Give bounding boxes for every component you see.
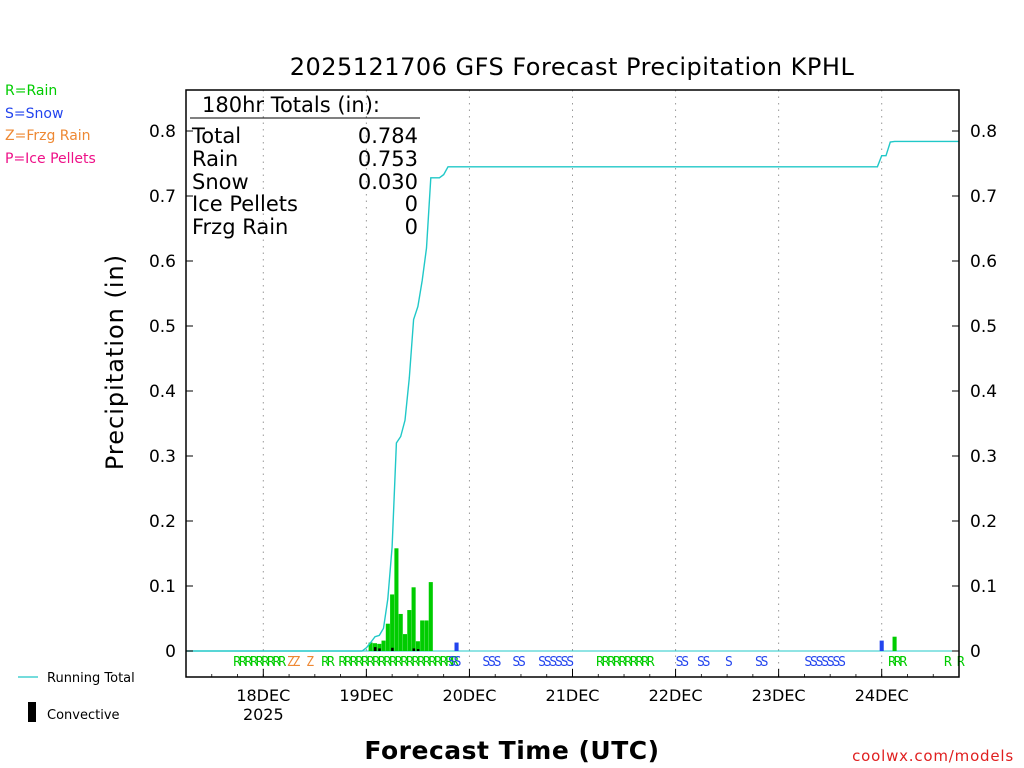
x-tick-label: 18DEC xyxy=(236,686,290,705)
totals-value-snow: 0.030 xyxy=(358,170,418,194)
x-axis-label: Forecast Time (UTC) xyxy=(364,736,659,765)
y-tick-label-left: 0.5 xyxy=(149,317,176,337)
y-tick-label-right: 0.8 xyxy=(970,122,997,142)
y-tick-label-left: 0.3 xyxy=(149,447,176,467)
totals-value-frzg-rain: 0 xyxy=(405,215,418,239)
precip-bar xyxy=(454,642,459,651)
legend-running-total: Running Total xyxy=(47,671,135,686)
ptype-letters: SS xyxy=(697,655,710,670)
precip-bar xyxy=(892,636,897,651)
totals-header: 180hr Totals (in): xyxy=(202,93,380,117)
ptype-letters: RR xyxy=(321,655,335,670)
precip-bar xyxy=(394,548,399,651)
ptype-letters: SSSSSSS xyxy=(804,655,845,670)
totals-label-snow: Snow xyxy=(192,170,249,194)
totals-label-frzg-rain: Frzg Rain xyxy=(192,215,288,239)
totals-value-rain: 0.753 xyxy=(358,147,418,171)
ptype-letters: SS xyxy=(676,655,689,670)
ptype-letters: SS xyxy=(512,655,525,670)
ptype-letters: SS xyxy=(755,655,768,670)
convective-bar xyxy=(391,647,394,651)
ptype-letters: RRRRRRRRR xyxy=(233,655,286,670)
y-tick-label-left: 0.6 xyxy=(149,252,176,272)
convective-bar xyxy=(412,648,416,651)
convective-bar xyxy=(373,647,377,651)
convective-bar xyxy=(416,649,420,651)
precip-bar xyxy=(381,640,386,651)
totals-value-ice-pellets: 0 xyxy=(405,192,418,216)
grid-layer xyxy=(186,90,959,677)
line-layer xyxy=(186,140,959,652)
precip-bar xyxy=(385,623,390,651)
legend-frzg-rain: Z=Frzg Rain xyxy=(5,128,91,144)
precip-bar xyxy=(398,613,403,651)
ptype-letters: SS xyxy=(448,655,461,670)
legend-convective: Convective xyxy=(47,708,120,723)
axis-layer: 0 00.1 0.10.2 0.20.3 0.30.4 0.40.5 0.50.6 0.60.… xyxy=(149,89,997,724)
y-tick-label-right: 0.2 xyxy=(970,512,997,532)
y-tick-label-right: 0.7 xyxy=(970,187,997,207)
precip-bar xyxy=(411,587,416,651)
legend-snow: S=Snow xyxy=(5,106,63,122)
totals-label-total: Total xyxy=(191,124,241,148)
x-tick-label: 21DEC xyxy=(546,686,600,705)
precip-bar xyxy=(424,620,429,651)
x-tick-label: 19DEC xyxy=(339,686,393,705)
ptype-letters: SSS xyxy=(482,655,500,670)
y-tick-label-right: 0.3 xyxy=(970,447,997,467)
totals-label-rain: Rain xyxy=(192,147,238,171)
running-total-line xyxy=(186,140,959,652)
convective-bar xyxy=(378,648,381,651)
precip-bar xyxy=(368,642,373,651)
totals-value-total: 0.784 xyxy=(358,124,418,148)
y-tick-label-right: 0.6 xyxy=(970,252,997,272)
ptype-letters: R xyxy=(957,655,965,670)
y-tick-label-right: 0.5 xyxy=(970,317,997,337)
y-tick-label-left: 0.2 xyxy=(149,512,176,532)
chart-title: 2025121706 GFS Forecast Precipitation KP… xyxy=(290,53,855,81)
precip-bar xyxy=(420,620,425,651)
ptype-letters: R xyxy=(944,655,952,670)
ptype-letters: SSSSSS xyxy=(538,655,573,670)
ptype-letters: RRRRRRRRRRRRRRRRRRRRR xyxy=(338,655,459,670)
totals-label-ice-pellets: Ice Pellets xyxy=(192,192,298,216)
ptype-letters: Z xyxy=(306,655,314,670)
bars-layer xyxy=(368,548,897,651)
y-tick-label-right: 0.1 xyxy=(970,577,997,597)
ptype-letters: ZZ xyxy=(287,655,301,670)
totals-box: 180hr Totals (in): Total 0.784 Rain 0.75… xyxy=(190,93,420,239)
y-tick-label-left: 0.7 xyxy=(149,187,176,207)
y-tick-label-right: 0 xyxy=(970,642,981,662)
x-tick-label: 20DEC xyxy=(442,686,496,705)
legend-ice-pellets: P=Ice Pellets xyxy=(5,151,96,167)
credit-text: coolwx.com/models xyxy=(852,747,1014,765)
precip-bar xyxy=(415,641,420,651)
precip-bar xyxy=(879,640,884,651)
precip-bar xyxy=(402,634,408,651)
convective-legend-swatch xyxy=(28,702,36,722)
y-tick-label-left: 0.8 xyxy=(149,122,176,142)
precip-bar xyxy=(377,643,382,651)
ptype-letters: RRRRRRRRRR xyxy=(596,655,655,670)
y-axis-label: Precipitation (in) xyxy=(101,254,129,470)
x-tick-label: 23DEC xyxy=(752,686,806,705)
precip-bar xyxy=(390,594,395,651)
x-tick-sublabel: 2025 xyxy=(243,705,284,724)
y-tick-label-right: 0.4 xyxy=(970,382,997,402)
y-tick-label-left: 0.1 xyxy=(149,577,176,597)
y-tick-label-left: 0.4 xyxy=(149,382,176,402)
ptype-letters: S xyxy=(725,655,732,670)
legend-rain: R=Rain xyxy=(5,83,57,99)
ptype-letters: RRR xyxy=(888,655,907,670)
x-tick-label: 24DEC xyxy=(855,686,909,705)
precip-bar xyxy=(428,582,433,651)
precip-bar xyxy=(407,610,412,651)
y-tick-label-left: 0 xyxy=(165,642,176,662)
x-tick-label: 22DEC xyxy=(649,686,703,705)
